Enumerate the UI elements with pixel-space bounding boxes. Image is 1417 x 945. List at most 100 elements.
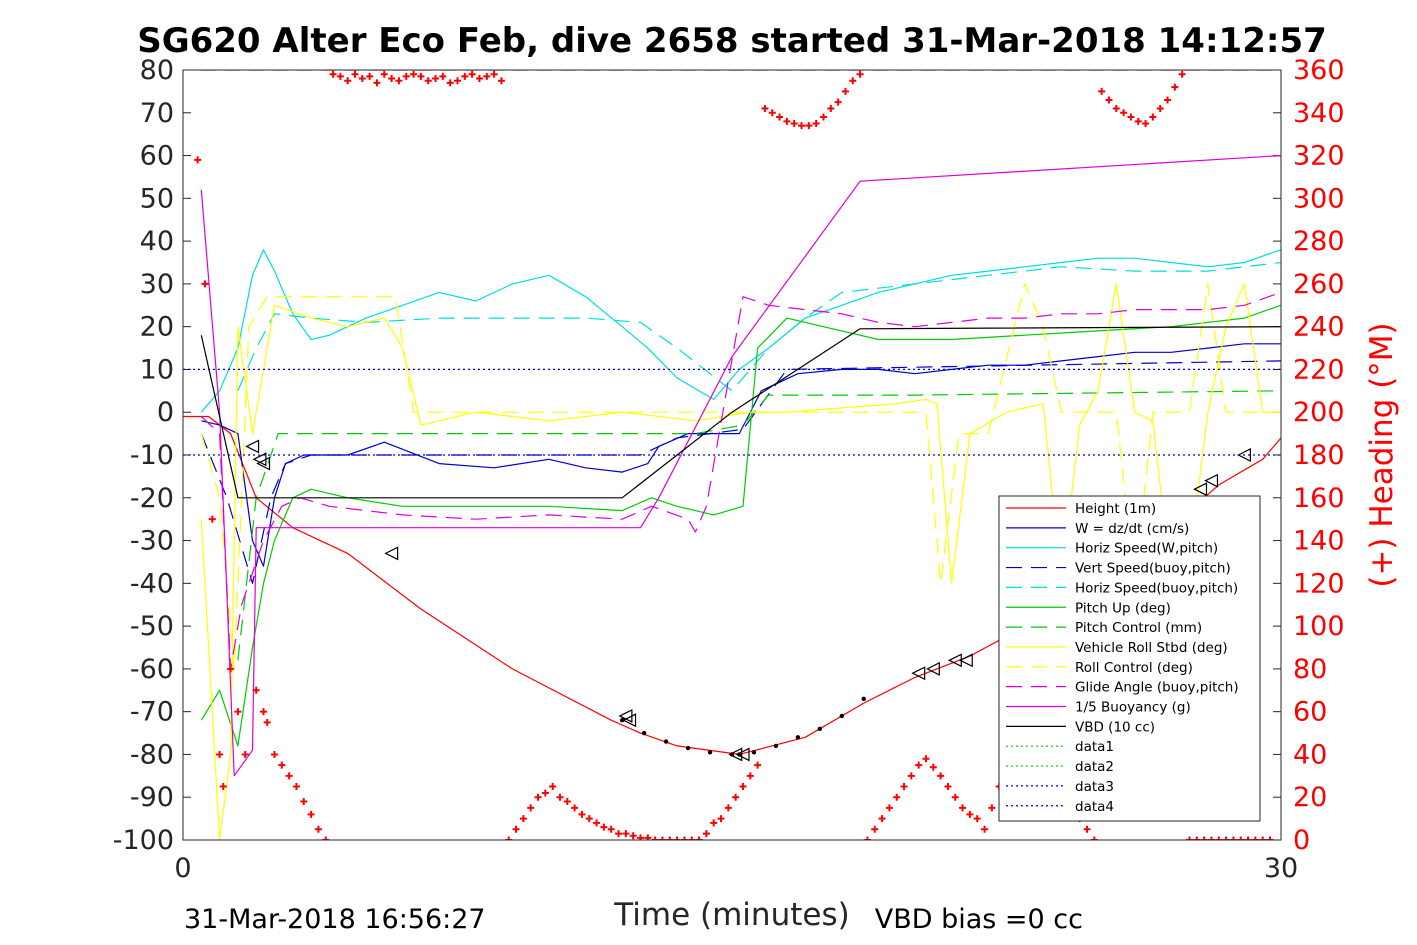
apogee-dot	[817, 726, 823, 731]
y-tick-label: -100	[113, 825, 174, 856]
y-tick-label: -30	[130, 526, 174, 557]
heading-point	[1215, 836, 1223, 840]
legend-label: Horiz Speed(W,pitch)	[1075, 541, 1218, 557]
apogee-dot	[663, 739, 669, 744]
heading-point	[556, 793, 564, 801]
y-tick-label: 40	[140, 226, 174, 257]
y-tick-label: 0	[157, 397, 174, 428]
heading-point	[827, 105, 835, 112]
heading-point	[578, 810, 586, 818]
heading-point	[424, 77, 432, 85]
y-tick-label: -40	[130, 568, 174, 599]
heading-point	[981, 825, 989, 833]
heading-point	[278, 761, 286, 769]
heading-point	[622, 830, 630, 838]
x-axis: 0 30	[174, 832, 1298, 884]
heading-point	[688, 836, 696, 840]
heading-point	[227, 665, 235, 673]
y-axis-right-label: (+) Heading (°M)	[1364, 322, 1400, 587]
apogee-dot	[707, 750, 713, 755]
y-right-tick-label: 100	[1293, 611, 1345, 642]
heading-point	[468, 70, 476, 78]
triangle-marker	[735, 747, 750, 762]
heading-point	[534, 793, 542, 801]
series-line-2	[200, 249, 1281, 413]
heading-point	[1229, 836, 1237, 840]
y-tick-label: 70	[140, 98, 174, 129]
legend-label: Pitch Control (mm)	[1075, 620, 1202, 636]
series-line-9	[200, 291, 1281, 670]
legend-label: data3	[1075, 779, 1114, 795]
chart-title: SG620 Alter Eco Feb, dive 2658 started 3…	[137, 21, 1327, 61]
series-line-11	[200, 326, 1281, 499]
footer-timestamp: 31-Mar-2018 16:56:27	[184, 904, 486, 935]
heading-point	[651, 836, 659, 840]
heading-point	[417, 72, 425, 80]
y-right-tick-label: 20	[1293, 782, 1327, 813]
triangle-marker	[1204, 473, 1219, 488]
heading-point	[717, 815, 725, 823]
series-line-3	[200, 360, 1281, 584]
heading-point	[483, 72, 491, 80]
heading-point	[959, 804, 967, 812]
heading-point	[966, 810, 974, 818]
heading-point	[1149, 113, 1157, 121]
heading-point	[951, 793, 959, 801]
y-tick-label: 20	[140, 312, 174, 343]
heading-point	[475, 75, 483, 83]
heading-point	[637, 834, 644, 840]
heading-point	[252, 686, 260, 694]
heading-point	[732, 793, 740, 801]
y-right-tick-label: 320	[1293, 141, 1345, 172]
triangle-marker	[245, 439, 260, 454]
heading-point	[1134, 117, 1142, 125]
heading-point	[549, 783, 557, 791]
heading-point	[201, 280, 209, 288]
heading-point	[234, 708, 242, 716]
heading-point	[1083, 825, 1091, 833]
heading-point	[1164, 96, 1172, 104]
legend-label: VBD (10 cc)	[1075, 719, 1155, 735]
heading-point	[490, 70, 498, 78]
footer-vbd-bias: VBD bias =0 cc	[875, 904, 1083, 935]
heading-point	[241, 750, 249, 758]
heading-point	[1156, 105, 1164, 112]
triangle-marker	[911, 666, 926, 681]
triangle-marker	[622, 713, 637, 728]
heading-point	[1112, 105, 1120, 112]
heading-point	[615, 830, 623, 838]
heading-point	[585, 815, 593, 823]
y-tick-label: 30	[140, 269, 174, 300]
heading-point	[915, 761, 923, 769]
heading-point	[410, 70, 418, 78]
x-tick-label: 30	[1264, 853, 1298, 884]
heading-point	[1259, 836, 1267, 840]
triangle-marker	[728, 747, 743, 762]
legend-label: Horiz Speed(buoy,pitch)	[1075, 580, 1238, 596]
heading-point	[878, 815, 886, 823]
heading-point	[658, 836, 666, 840]
heading-point	[937, 772, 945, 780]
plot-frame	[182, 69, 1282, 841]
heading-point	[702, 830, 710, 838]
y-right-tick-label: 340	[1293, 98, 1345, 129]
heading-point	[344, 77, 352, 85]
triangle-marker	[384, 546, 399, 561]
apogee-dot	[839, 713, 844, 719]
heading-point	[454, 77, 461, 85]
y-right-tick-label: 200	[1293, 397, 1345, 428]
heading-point	[366, 72, 374, 80]
heading-point	[380, 70, 388, 78]
heading-point	[351, 70, 359, 78]
heading-point	[768, 109, 776, 117]
heading-point	[841, 87, 849, 95]
heading-point	[885, 804, 893, 812]
heading-point	[292, 783, 300, 791]
heading-point	[973, 815, 981, 823]
heading-point	[322, 836, 330, 840]
heading-point	[263, 718, 271, 726]
series-line-5	[200, 304, 1281, 747]
apogee-dot	[773, 743, 779, 749]
heading-point	[446, 79, 454, 87]
y-right-tick-label: 140	[1293, 526, 1345, 557]
